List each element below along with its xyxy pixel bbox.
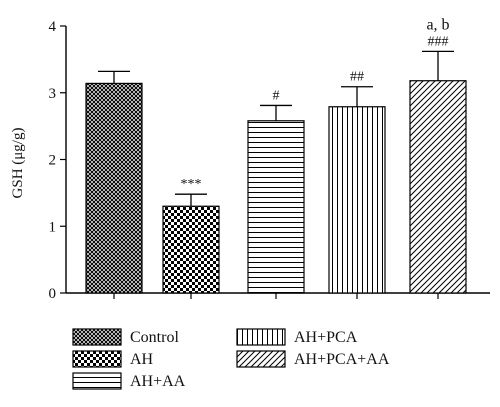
legend-item: AH+AA <box>72 372 186 390</box>
legend: Control AH AH+AA AH+PCA AH+PCA+AA <box>72 328 390 390</box>
significance-label: ## <box>350 70 364 85</box>
legend-item: AH+PCA+AA <box>236 350 390 368</box>
significance-label-top: a, b <box>426 16 449 33</box>
y-tick-label: 4 <box>49 19 57 35</box>
bars: ***######a, b <box>85 16 467 299</box>
bar <box>247 120 305 294</box>
legend-label: AH+PCA <box>294 329 358 346</box>
legend-label: AH+AA <box>130 373 186 390</box>
legend-label: AH <box>130 351 154 368</box>
legend-swatch <box>72 350 122 368</box>
y-tick-label: 2 <box>49 153 57 169</box>
bar-group-ah-pca: ## <box>328 70 386 299</box>
significance-label: *** <box>181 177 202 192</box>
significance-label: ### <box>428 34 449 49</box>
legend-label: Control <box>130 329 179 346</box>
bar <box>85 82 143 294</box>
y-tick-label: 3 <box>49 86 57 102</box>
legend-item: Control <box>72 328 179 346</box>
legend-item: AH <box>72 350 154 368</box>
legend-label: AH+PCA+AA <box>294 351 390 368</box>
legend-item: AH+PCA <box>236 328 358 346</box>
bar-group-ah: *** <box>162 177 220 299</box>
bar <box>328 106 386 294</box>
significance-label: # <box>273 88 280 103</box>
y-axis-title: GSH (μg/g) <box>10 128 26 199</box>
legend-swatch <box>72 372 122 390</box>
bar-group-ah-aa: # <box>247 88 305 299</box>
bar-group-ah-pca-aa: ###a, b <box>409 16 467 299</box>
y-tick-label: 1 <box>49 219 57 235</box>
bar-group-control <box>85 70 143 299</box>
y-tick-label: 0 <box>49 286 57 302</box>
legend-swatch <box>236 328 286 346</box>
legend-swatch <box>236 350 286 368</box>
bar <box>409 80 467 294</box>
legend-swatch <box>72 328 122 346</box>
bar <box>162 205 220 294</box>
